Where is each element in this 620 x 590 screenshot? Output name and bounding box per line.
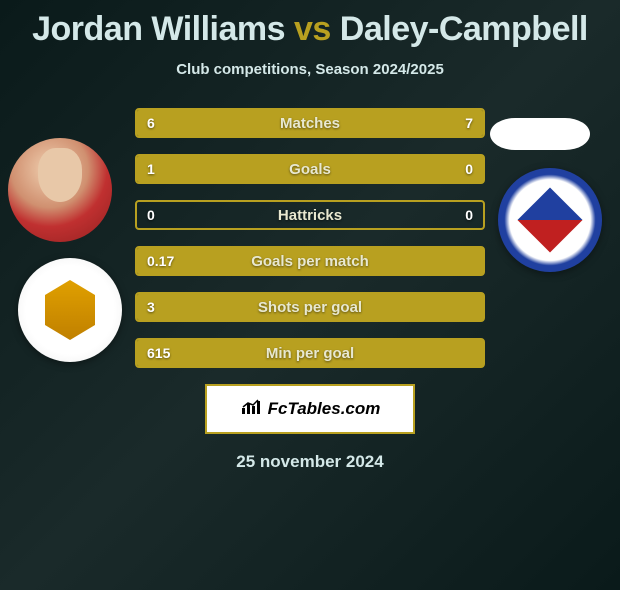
stat-value-right: 0 (465, 207, 473, 223)
player2-placeholder (490, 118, 590, 150)
subtitle: Club competitions, Season 2024/2025 (0, 61, 620, 78)
chart-icon (240, 398, 262, 421)
player1-photo (8, 138, 112, 242)
comparison-title: Jordan Williams vs Daley-Campbell (0, 10, 620, 49)
player1-club-badge (18, 258, 122, 362)
stat-value-right: 7 (465, 115, 473, 131)
snapshot-date: 25 november 2024 (0, 452, 620, 472)
stat-label: Hattricks (278, 207, 342, 224)
stat-value-right: 0 (465, 161, 473, 177)
vs-text: vs (294, 10, 331, 48)
stat-row-hattricks: 0 Hattricks 0 (135, 200, 485, 230)
stat-value-left: 1 (147, 161, 155, 177)
stat-label: Min per goal (266, 345, 354, 362)
stat-label: Matches (280, 115, 340, 132)
stat-label: Shots per goal (258, 299, 362, 316)
player2-club-badge (498, 168, 602, 272)
stats-table: 6 Matches 7 1 Goals 0 0 Hattricks 0 0.17… (135, 108, 485, 368)
brand-text: FcTables.com (268, 399, 381, 419)
stat-value-left: 0 (147, 207, 155, 223)
comparison-content: 6 Matches 7 1 Goals 0 0 Hattricks 0 0.17… (0, 108, 620, 472)
stat-label: Goals (289, 161, 331, 178)
stat-value-left: 0.17 (147, 253, 174, 269)
stat-row-matches: 6 Matches 7 (135, 108, 485, 138)
stat-row-min-per-goal: 615 Min per goal (135, 338, 485, 368)
stat-value-left: 615 (147, 345, 170, 361)
stat-label: Goals per match (251, 253, 369, 270)
brand-watermark[interactable]: FcTables.com (205, 384, 415, 434)
stat-value-left: 6 (147, 115, 155, 131)
player2-name: Daley-Campbell (340, 10, 588, 48)
stat-row-goals-per-match: 0.17 Goals per match (135, 246, 485, 276)
player1-name: Jordan Williams (32, 10, 285, 48)
stat-value-left: 3 (147, 299, 155, 315)
stat-fill-left (137, 110, 296, 136)
stat-row-goals: 1 Goals 0 (135, 154, 485, 184)
stat-row-shots-per-goal: 3 Shots per goal (135, 292, 485, 322)
